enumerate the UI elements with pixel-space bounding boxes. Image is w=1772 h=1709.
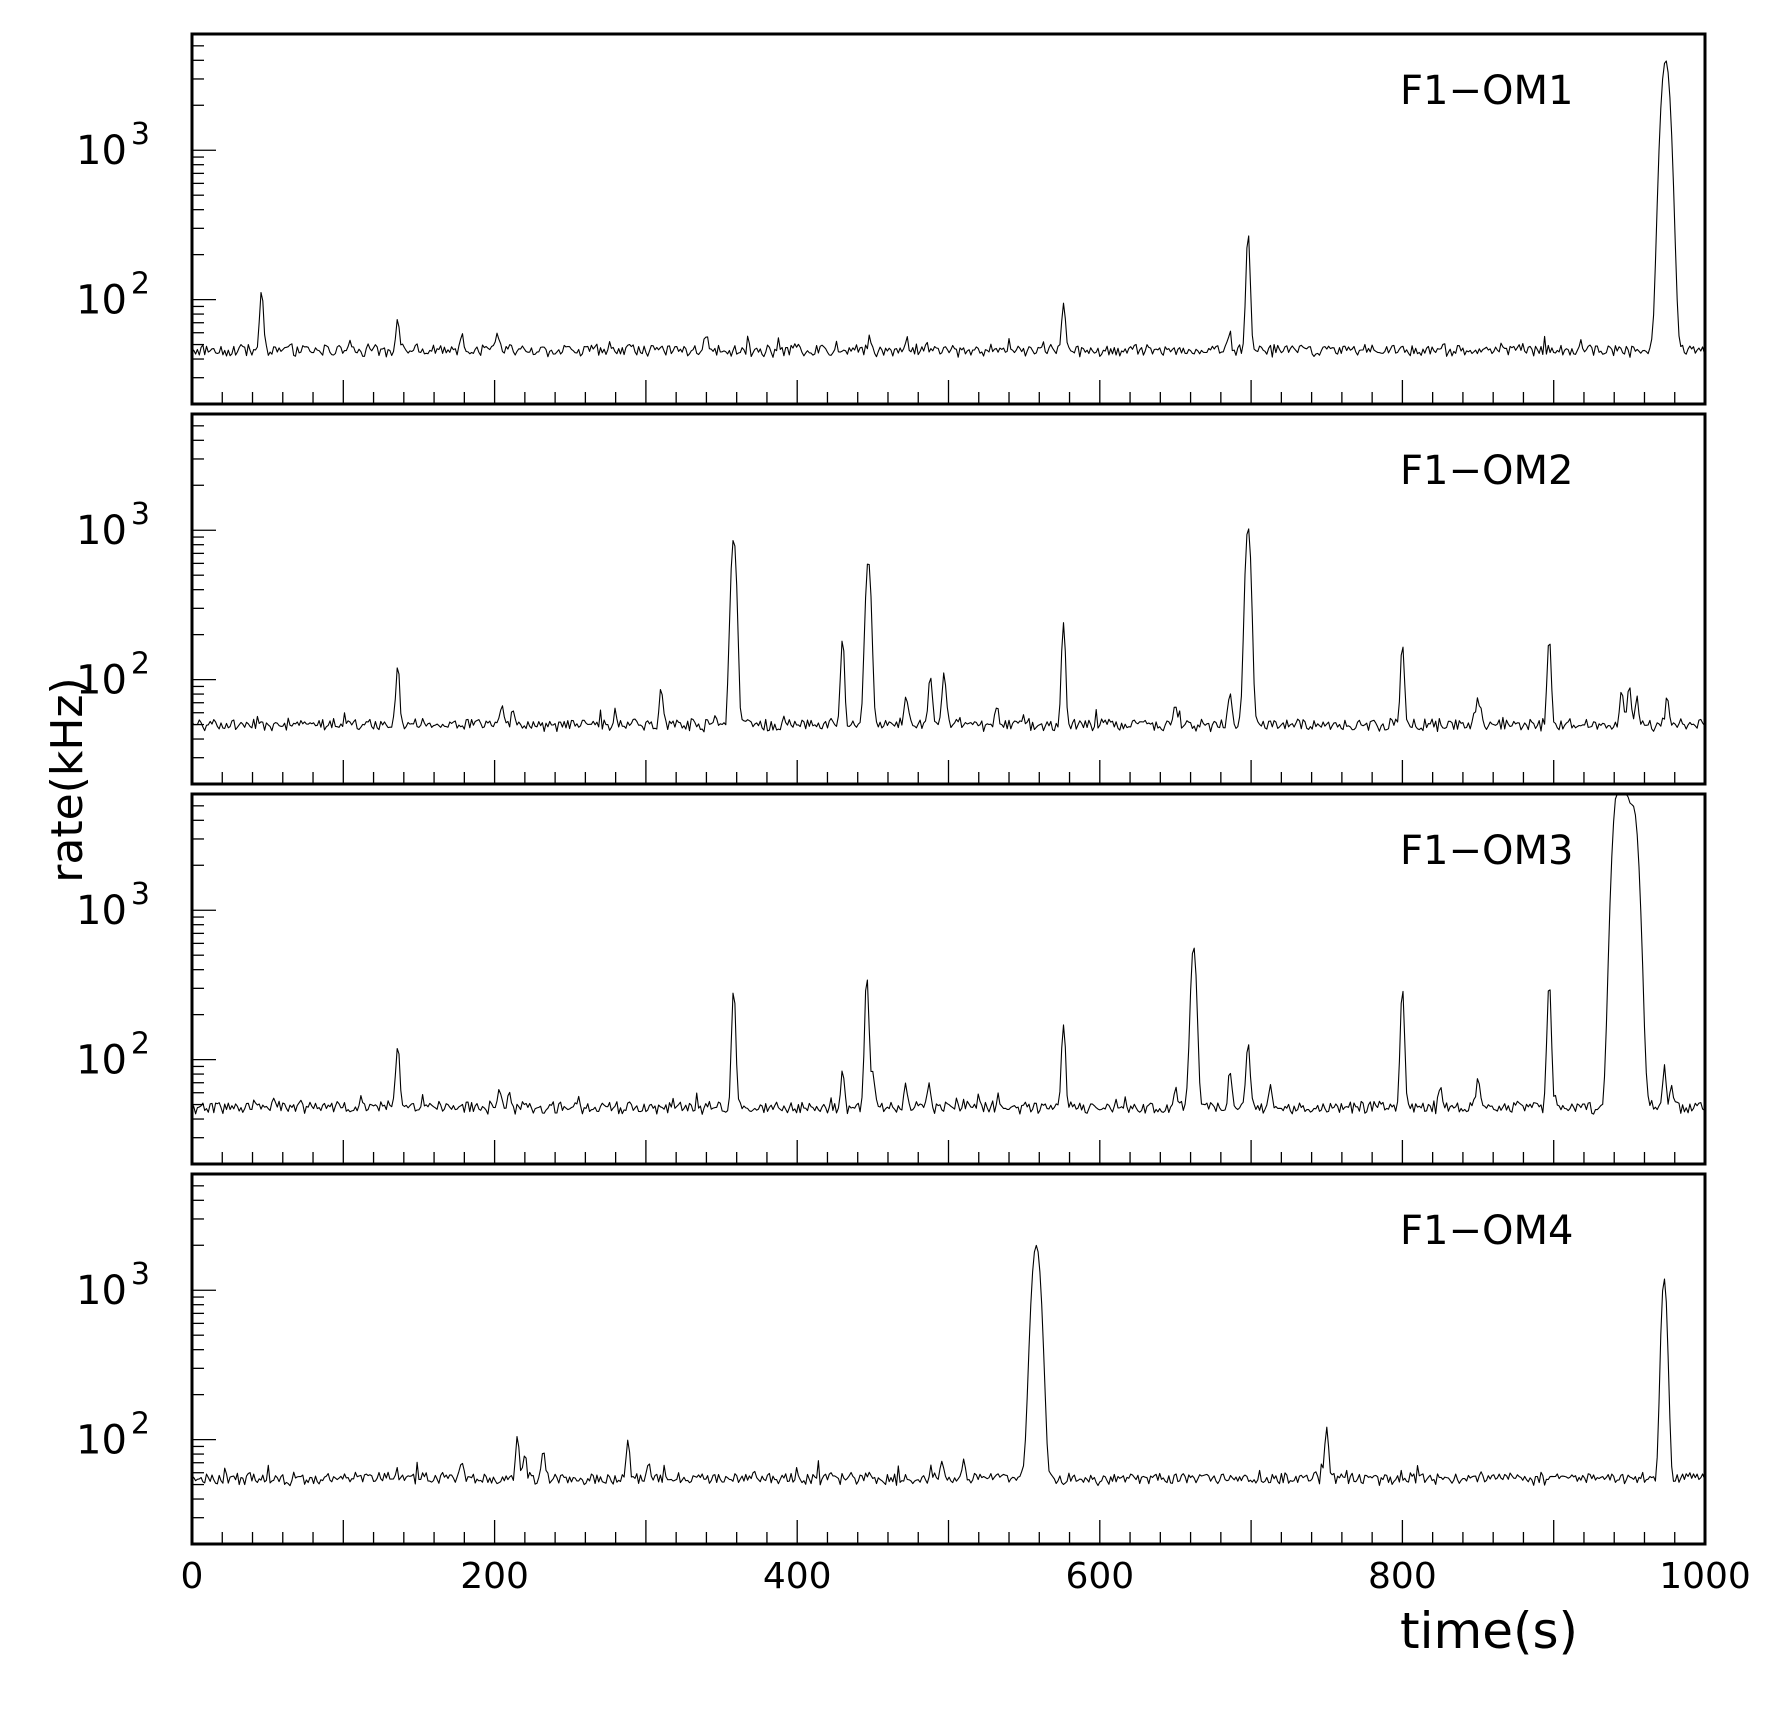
x-axis-title: time(s) [1400,1602,1578,1660]
rate-series-line [191,793,1705,1115]
y-tick-label: 10 3 [76,497,150,554]
x-tick-label: 1000 [1659,1556,1751,1597]
panel-frame [190,1172,1707,1546]
panel-label: F1−OM4 [1400,1208,1573,1254]
panel-label: F1−OM1 [1400,68,1573,114]
panel-frame [190,32,1707,406]
panel-2: 10 2 10 3 F1−OM2 [76,412,1707,786]
panel-4: 10 2 10 3 F1−OM4 [76,1172,1707,1546]
rate-series-line [191,60,1705,358]
panel-1: 10 2 10 3 F1−OM1 [76,32,1707,406]
y-tick-label: 10 2 [76,1407,150,1464]
y-tick-label: 10 3 [76,1257,150,1314]
x-tick-label: 200 [460,1556,529,1597]
y-tick-label: 10 3 [76,877,150,934]
y-tick-label: 10 2 [76,267,150,324]
x-tick-label: 600 [1065,1556,1134,1597]
y-axis-title: rate(kHz) [42,677,93,882]
x-tick-label: 400 [763,1556,832,1597]
panel-3: 10 2 10 3 F1−OM3 [76,792,1707,1166]
panel-frame [190,792,1707,1166]
x-tick-label: 0 [181,1556,204,1597]
y-tick-label: 10 2 [76,647,150,704]
panel-label: F1−OM3 [1400,828,1573,874]
rate-series-line [191,1244,1705,1487]
y-tick-label: 10 2 [76,1027,150,1084]
x-tick-label: 800 [1368,1556,1437,1597]
rate-series-line [191,528,1705,733]
panel-frame [190,412,1707,786]
y-tick-label: 10 3 [76,117,150,174]
panel-label: F1−OM2 [1400,448,1573,494]
